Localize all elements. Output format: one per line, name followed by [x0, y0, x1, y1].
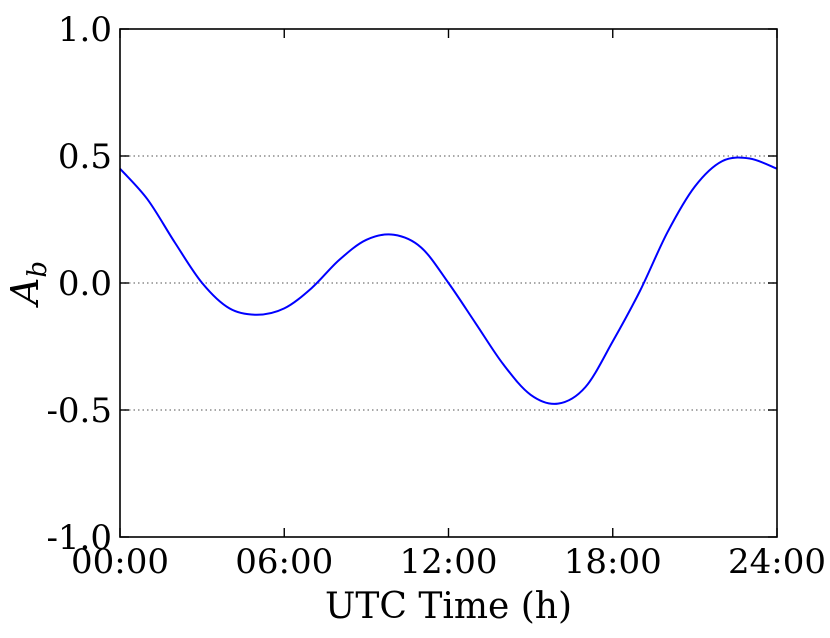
y-tick-label: 0.0 [58, 264, 112, 304]
x-tick-label: 18:00 [564, 542, 662, 582]
y-tick-label: 1.0 [58, 10, 112, 50]
y-tick-label: -0.5 [46, 391, 112, 431]
y-axis-title-subscript: b [23, 261, 53, 278]
y-tick-label: -1.0 [46, 518, 112, 558]
x-axis-title: UTC Time (h) [325, 586, 572, 627]
x-tick-label: 12:00 [400, 542, 498, 582]
x-tick-label: 06:00 [235, 542, 333, 582]
axis-ticks [119, 28, 778, 538]
y-axis-title-main: A [3, 278, 47, 308]
x-tick-label: 24:00 [728, 542, 826, 582]
y-tick-label: 0.5 [58, 137, 112, 177]
series-layer [119, 156, 778, 405]
y-axis-title: Ab [3, 261, 53, 308]
tick-labels: 00:00 06:00 12:00 18:00 24:00 1.0 0.5 0.0 -0.5 -1… [46, 10, 826, 582]
series-line [119, 156, 778, 405]
x-tick-label: 00:00 [71, 542, 169, 582]
